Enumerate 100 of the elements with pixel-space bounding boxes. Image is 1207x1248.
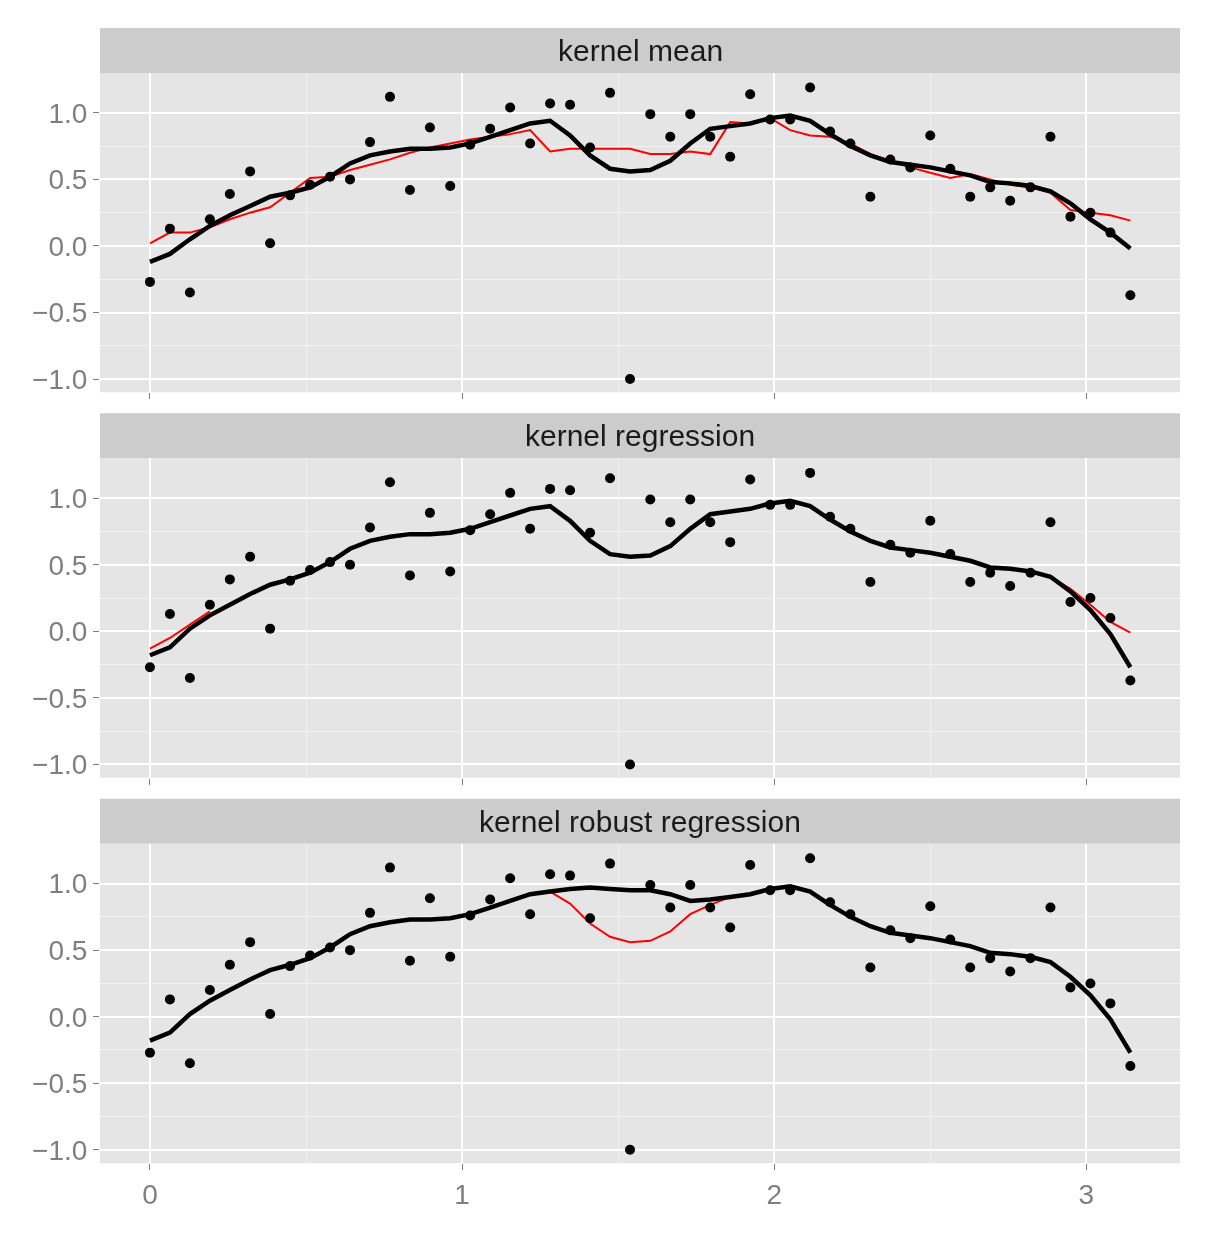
point: [625, 759, 636, 770]
point: [1025, 182, 1036, 193]
point: [925, 515, 936, 526]
x-tick-label: 2: [766, 1178, 783, 1210]
point: [424, 122, 435, 133]
point: [525, 909, 536, 920]
point: [404, 955, 415, 966]
point: [384, 91, 395, 102]
point: [765, 885, 776, 896]
point: [465, 910, 476, 921]
point: [365, 522, 375, 533]
point: [365, 137, 375, 148]
y-tick-label: −0.5: [32, 682, 88, 714]
point: [204, 214, 215, 225]
y-tick-label: 1.0: [48, 868, 88, 900]
point: [505, 873, 516, 884]
point: [224, 574, 235, 585]
point: [945, 934, 956, 945]
point: [285, 575, 296, 586]
point: [445, 951, 456, 962]
point: [645, 109, 656, 120]
point: [1125, 1060, 1136, 1071]
point: [144, 276, 155, 287]
point: [445, 181, 456, 192]
point: [985, 953, 996, 964]
point: [224, 959, 235, 970]
y-tick-label: 0.0: [48, 230, 88, 262]
point: [305, 565, 316, 576]
point: [805, 853, 816, 864]
y-tick-label: 0.5: [48, 164, 88, 196]
point: [625, 374, 636, 385]
point: [845, 138, 856, 149]
point: [505, 102, 516, 113]
point: [144, 662, 155, 673]
point: [265, 238, 276, 249]
point: [665, 131, 676, 142]
x-tick-label: 1: [454, 1178, 470, 1210]
point: [925, 901, 936, 912]
point: [245, 937, 256, 948]
point: [545, 869, 556, 880]
point: [164, 994, 175, 1005]
point: [665, 517, 676, 528]
point: [725, 922, 736, 933]
point: [1125, 675, 1136, 686]
point: [1125, 290, 1136, 301]
point: [1025, 567, 1036, 578]
point: [825, 511, 836, 522]
point: [305, 950, 316, 961]
point: [384, 862, 395, 873]
point: [845, 909, 856, 920]
line-series: [147, 113, 1133, 265]
point: [1005, 581, 1016, 592]
point: [204, 599, 215, 610]
point: [1085, 207, 1096, 218]
point: [865, 577, 876, 588]
point: [585, 527, 596, 538]
point: [965, 191, 976, 202]
point: [365, 907, 375, 918]
y-tick-label: 0.0: [48, 616, 88, 648]
point: [765, 499, 776, 510]
point: [845, 523, 856, 534]
point: [645, 494, 656, 505]
point: [204, 985, 215, 996]
point: [404, 185, 415, 196]
point: [144, 1047, 155, 1058]
point: [325, 942, 336, 953]
point: [164, 609, 175, 620]
point: [345, 945, 356, 956]
point: [565, 485, 576, 496]
point: [1105, 998, 1116, 1009]
point: [945, 163, 956, 174]
point: [605, 858, 616, 869]
point: [345, 559, 356, 570]
point: [345, 174, 356, 185]
point: [685, 879, 696, 890]
point: [384, 477, 395, 488]
point: [184, 1058, 195, 1069]
y-tick-label: 1.0: [48, 97, 88, 129]
point: [485, 123, 496, 134]
y-tick-label: −1.0: [32, 363, 88, 395]
point: [424, 507, 435, 518]
point: [325, 557, 336, 568]
point: [285, 190, 296, 201]
point: [705, 131, 716, 142]
point: [685, 109, 696, 120]
point: [725, 537, 736, 548]
point: [1085, 978, 1096, 989]
point: [545, 98, 556, 109]
point: [1045, 131, 1056, 142]
point: [184, 287, 195, 298]
x-tick-label: 0: [142, 1178, 158, 1210]
point: [1045, 902, 1056, 913]
point: [1065, 982, 1076, 993]
point: [625, 1144, 636, 1155]
point: [965, 962, 976, 973]
point: [525, 523, 536, 534]
y-tick-label: −1.0: [32, 749, 88, 781]
point: [925, 130, 936, 141]
point: [1005, 195, 1016, 206]
y-tick-label: −1.0: [32, 1134, 88, 1166]
